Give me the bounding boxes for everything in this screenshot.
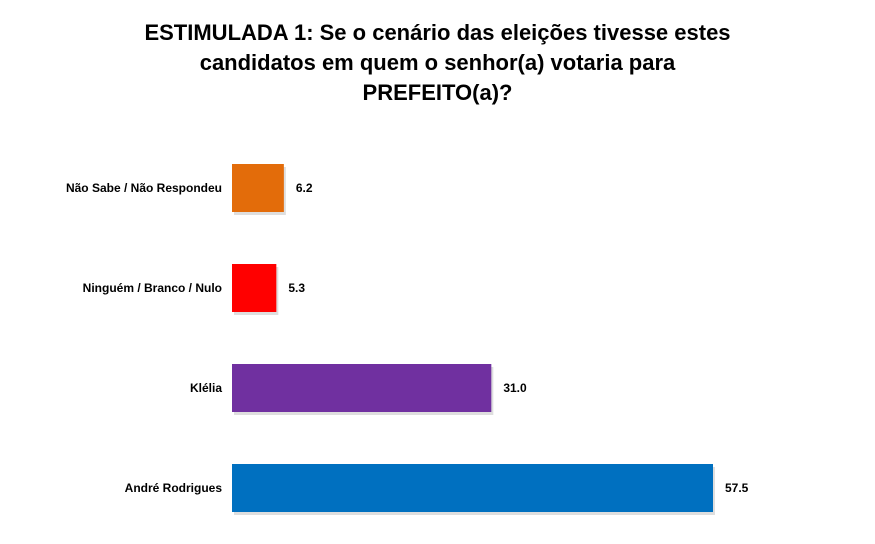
bar	[232, 164, 284, 212]
category-label: Klélia	[190, 381, 222, 395]
chart-title-line-1: ESTIMULADA 1: Se o cenário das eleições …	[144, 20, 731, 45]
bar	[232, 264, 277, 312]
chart-title-line-2: candidatos em quem o senhor(a) votaria p…	[199, 50, 676, 75]
bar	[232, 364, 492, 412]
bars-layer: Não Sabe / Não Respondeu 6.2 Ninguém / Bra…	[66, 164, 749, 515]
value-label: 57.5	[725, 481, 749, 495]
value-label: 31.0	[503, 381, 527, 395]
chart-title-line-3: PREFEITO(a)?	[362, 80, 513, 105]
value-label: 6.2	[296, 181, 313, 195]
category-label: Ninguém / Branco / Nulo	[83, 281, 222, 295]
chart-title: ESTIMULADA 1: Se o cenário das eleições …	[0, 18, 875, 108]
category-label: Não Sabe / Não Respondeu	[66, 181, 222, 195]
bar	[232, 464, 713, 512]
value-label: 5.3	[288, 281, 305, 295]
category-label: André Rodrigues	[125, 481, 223, 495]
